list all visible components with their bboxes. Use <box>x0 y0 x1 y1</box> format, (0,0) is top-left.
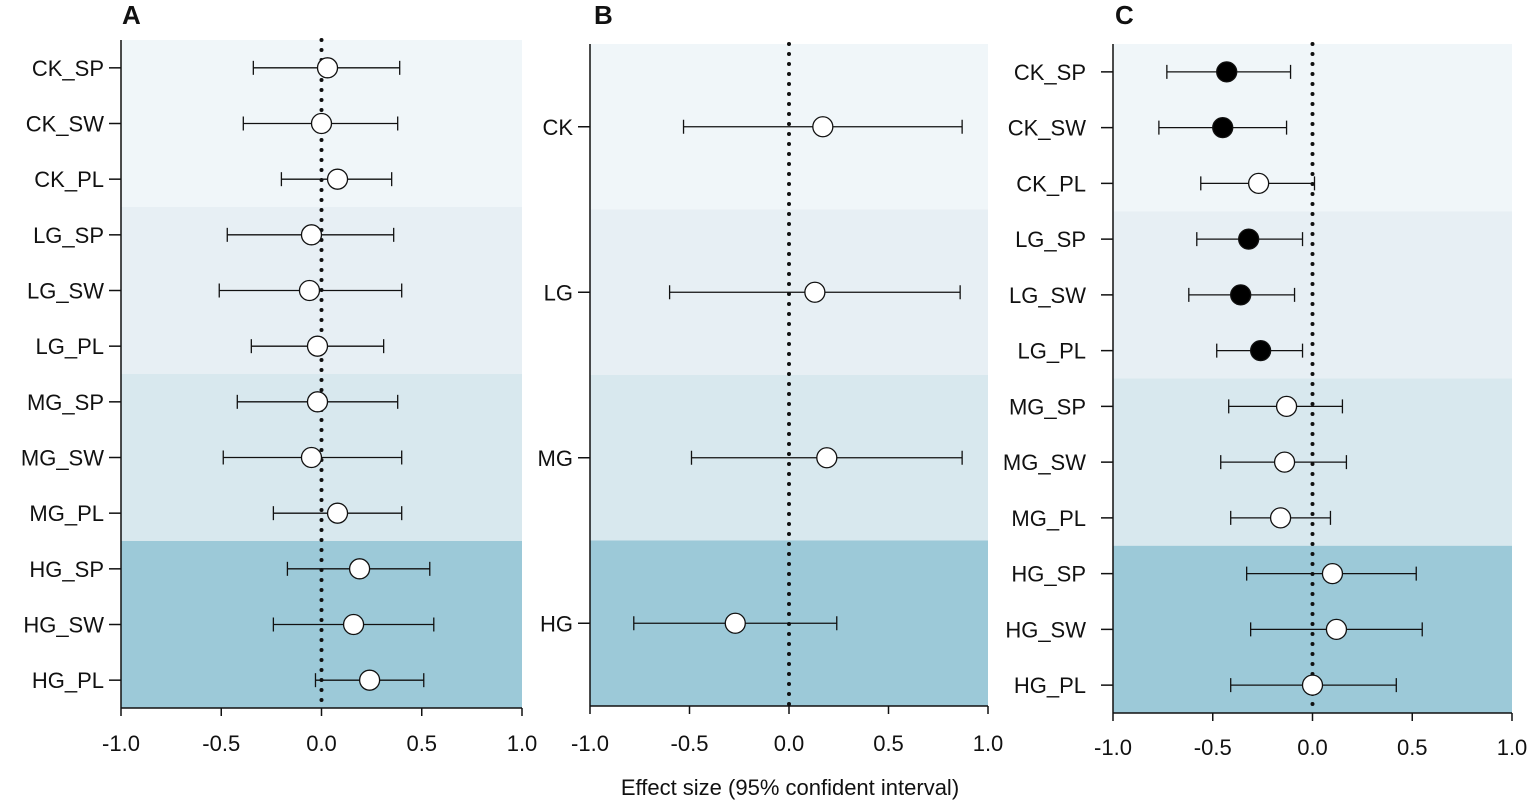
x-axis-title: Effect size (95% confident interval) <box>621 775 959 800</box>
point-estimate-b <box>812 116 834 138</box>
point-estimate-b <box>804 281 826 303</box>
point-estimate-c <box>1269 507 1292 529</box>
panel-a: -1.0 -0.5 0.0 0.5 1.0 CK_SP CK_SW CK_PL LG_SP LG_… <box>21 0 537 756</box>
category-label-c: CK_SP <box>1014 60 1086 85</box>
x-tick-label-b: 0.5 <box>873 731 904 756</box>
x-tick-label-b: 0.0 <box>774 731 805 756</box>
x-tick-label-b: -1.0 <box>571 731 609 756</box>
panel-c: -1.0 -0.5 0.0 0.5 1.0 CK_SP CK_SW CK_PL LG_SP LG_… <box>1003 0 1527 760</box>
point-estimate-a <box>316 57 339 79</box>
panel-b: -1.0 -0.5 0.0 0.5 1.0 CK LG MG HG B <box>538 0 1004 756</box>
category-label-a: LG_SP <box>33 223 104 248</box>
category-label-a: CK_SP <box>32 56 104 81</box>
category-label-b: LG <box>544 280 573 305</box>
point-estimate-c <box>1216 61 1238 83</box>
point-estimate-c <box>1325 618 1348 641</box>
category-label-b: HG <box>540 611 573 636</box>
category-label-a: MG_PL <box>29 501 104 526</box>
panel-letter-c: C <box>1115 0 1134 30</box>
category-label-c: MG_SP <box>1009 394 1086 419</box>
x-tick-label-a: 0.5 <box>406 731 437 756</box>
point-estimate-c <box>1275 395 1298 418</box>
point-estimate-a <box>326 502 349 524</box>
category-label-a: CK_PL <box>34 167 104 192</box>
x-tick-label-a: 1.0 <box>507 731 538 756</box>
category-label-a: MG_SP <box>27 390 104 415</box>
category-label-a: HG_SP <box>29 557 104 582</box>
point-estimate-a <box>358 669 381 691</box>
category-label-a: CK_SW <box>26 112 104 137</box>
category-label-c: HG_PL <box>1014 673 1086 698</box>
category-label-c: CK_SW <box>1008 116 1086 141</box>
panel-letter-b: B <box>594 0 613 30</box>
point-estimate-a <box>300 224 323 246</box>
point-estimate-c <box>1247 172 1270 195</box>
point-estimate-c <box>1321 562 1344 585</box>
point-estimate-a <box>300 446 323 469</box>
x-tick-label-c: 0.0 <box>1297 735 1328 760</box>
category-label-c: LG_PL <box>1018 339 1087 364</box>
x-tick-label-b: -0.5 <box>671 731 709 756</box>
point-estimate-c <box>1212 116 1234 139</box>
x-tick-label-b: 1.0 <box>973 731 1004 756</box>
point-estimate-a <box>342 613 365 636</box>
category-label-a: LG_SW <box>27 279 104 304</box>
x-tick-label-a: 0.0 <box>306 731 337 756</box>
category-label-b: CK <box>542 115 573 140</box>
point-estimate-b <box>724 612 746 634</box>
point-estimate-c <box>1249 339 1272 362</box>
category-label-c: MG_PL <box>1011 506 1086 531</box>
category-label-c: LG_SW <box>1009 283 1086 308</box>
x-tick-label-a: -0.5 <box>202 731 240 756</box>
category-label-b: MG <box>538 446 573 471</box>
category-label-a: HG_SW <box>23 613 104 638</box>
point-estimate-c <box>1273 451 1296 473</box>
x-tick-label-c: -0.5 <box>1194 735 1232 760</box>
category-label-c: HG_SP <box>1011 562 1086 587</box>
x-tick-label-a: -1.0 <box>102 731 140 756</box>
category-label-c: HG_SW <box>1005 617 1086 642</box>
point-estimate-a <box>326 168 349 190</box>
category-label-c: CK_PL <box>1016 171 1086 196</box>
point-estimate-b <box>816 447 838 469</box>
point-estimate-c <box>1238 228 1260 250</box>
point-estimate-a <box>306 335 329 357</box>
category-label-a: HG_PL <box>32 668 104 693</box>
point-estimate-a <box>298 279 321 302</box>
point-estimate-c <box>1301 674 1324 696</box>
category-label-c: LG_SP <box>1015 227 1086 252</box>
x-tick-label-c: 1.0 <box>1497 735 1528 760</box>
x-tick-label-c: -1.0 <box>1094 735 1132 760</box>
category-label-c: MG_SW <box>1003 450 1086 475</box>
category-label-a: MG_SW <box>21 446 104 471</box>
point-estimate-a <box>348 558 371 580</box>
point-estimate-a <box>306 391 329 413</box>
point-estimate-c <box>1230 284 1252 306</box>
x-tick-label-c: 0.5 <box>1397 735 1428 760</box>
panel-letter-a: A <box>122 0 141 30</box>
category-label-a: LG_PL <box>36 334 105 359</box>
point-estimate-a <box>310 112 333 135</box>
